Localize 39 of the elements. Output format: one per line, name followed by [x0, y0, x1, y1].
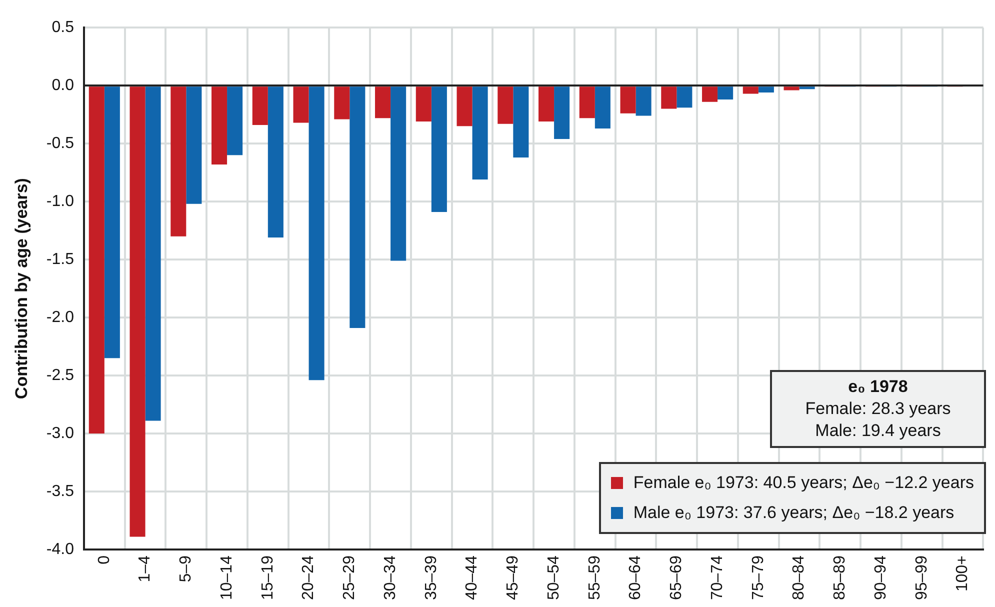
x-tick-label: 100+ [954, 556, 972, 592]
x-tick-label: 35–39 [422, 555, 440, 600]
y-tick-label: -4.0 [46, 540, 74, 558]
y-axis-title: Contribution by age (years) [12, 178, 31, 400]
y-tick-label: 0.0 [52, 76, 74, 94]
y-tick-label: -1.0 [46, 192, 74, 210]
x-tick-label: 1–4 [136, 555, 154, 582]
x-tick-label: 60–64 [627, 555, 644, 600]
legend-label: Male e₀ 1973: 37.6 years; Δe₀ −18.2 years [633, 502, 954, 524]
x-tick-label: 20–24 [300, 555, 318, 600]
x-tick-label: 70–74 [708, 555, 726, 600]
x-tick-label: 50–54 [545, 555, 562, 600]
x-tick-label: 65–69 [668, 555, 686, 600]
x-tick-label: 95–99 [913, 555, 930, 600]
y-tick-label: -3.0 [46, 424, 74, 442]
y-tick-label: -0.5 [46, 134, 74, 152]
y-tick-label: -2.0 [46, 308, 74, 326]
info-box: e₀ 1978 Female: 28.3 years Male: 19.4 years [770, 370, 986, 448]
legend-label: Female e₀ 1973: 40.5 years; Δe₀ −12.2 years [633, 472, 974, 494]
x-tick-label: 30–34 [382, 555, 399, 600]
x-tick-label: 40–44 [464, 555, 481, 600]
annotation: e₀ 1978 [847, 376, 909, 398]
x-tick-label: 10–14 [218, 555, 236, 600]
x-tick-label: 0 [96, 555, 113, 564]
x-tick-label: 80–84 [790, 555, 808, 600]
x-tick-label: 15–19 [259, 555, 276, 600]
x-tick-label: 25–29 [341, 555, 358, 600]
y-tick-label: -3.5 [46, 482, 74, 500]
annotation: Male: 19.4 years [814, 420, 942, 442]
x-tick-label: 5–9 [178, 555, 195, 582]
y-tick-label: -1.5 [46, 250, 74, 268]
x-tick-label: 45–49 [504, 555, 522, 600]
x-tick-label: 85–89 [832, 555, 849, 600]
y-tick-label: 0.5 [52, 19, 74, 36]
annotation: Female: 28.3 years [804, 398, 952, 420]
x-tick-label: 90–94 [872, 555, 890, 600]
x-tick-label: 55–59 [586, 555, 604, 600]
x-tick-label: 75–79 [750, 555, 767, 600]
y-tick-label: -2.5 [46, 366, 74, 384]
